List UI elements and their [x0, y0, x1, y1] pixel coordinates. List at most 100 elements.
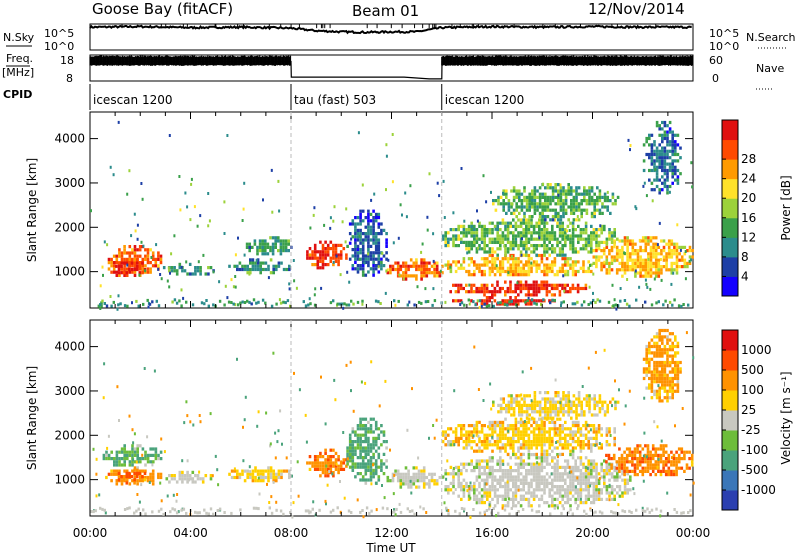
heatmap-cell: [608, 252, 611, 256]
heatmap-cell: [556, 465, 559, 469]
heatmap-cell: [546, 416, 550, 420]
heatmap-cell: [246, 475, 249, 480]
heatmap-cell: [359, 472, 362, 476]
heatmap-cell: [530, 446, 533, 450]
heatmap-cell: [535, 269, 538, 274]
heatmap-cell: [372, 238, 375, 242]
heatmap-cell: [686, 265, 689, 269]
heatmap-cell: [579, 286, 582, 291]
heatmap-cell: [571, 221, 575, 225]
heatmap-cell: [613, 443, 616, 447]
heatmap-cell: [138, 471, 142, 475]
heatmap-cell: [417, 469, 421, 473]
heatmap-cell: [519, 420, 523, 424]
heatmap-cell: [549, 195, 552, 199]
heatmap-cell: [575, 192, 578, 196]
heatmap-cell: [467, 462, 471, 466]
heatmap-cell: [460, 488, 463, 492]
heatmap-cell: [527, 456, 531, 460]
heatmap-cell: [506, 494, 510, 498]
heatmap-cell: [668, 165, 672, 169]
heatmap-cell: [344, 240, 347, 244]
heatmap-cell: [196, 266, 200, 270]
heatmap-cell: [514, 440, 518, 444]
heatmap-cell: [567, 189, 570, 193]
heatmap-cell: [457, 440, 460, 444]
heatmap-cell: [488, 459, 492, 463]
heatmap-cell: [364, 481, 368, 485]
heatmap-cell: [551, 186, 555, 190]
heatmap-cell: [467, 273, 471, 277]
heatmap-cell: [470, 459, 473, 463]
heatmap-cell: [385, 143, 388, 147]
heatmap-cell: [399, 274, 403, 278]
heatmap-cell: [367, 449, 370, 453]
heatmap-cell: [452, 283, 455, 287]
heatmap-cell: [558, 488, 562, 492]
heatmap-cell: [536, 189, 539, 193]
heatmap-cell: [196, 477, 200, 481]
heatmap-cell: [582, 247, 585, 251]
heatmap-cell: [499, 244, 502, 248]
heatmap-cell: [251, 264, 255, 268]
heatmap-cell: [460, 472, 463, 476]
heatmap-cell: [570, 199, 573, 203]
heatmap-cell: [587, 485, 590, 489]
heatmap-cell: [666, 168, 669, 173]
heatmap-cell: [501, 433, 505, 437]
heatmap-cell: [533, 205, 537, 209]
heatmap-cell: [356, 267, 360, 271]
heatmap-cell: [361, 244, 365, 248]
heatmap-cell: [329, 471, 333, 475]
heatmap-cell: [488, 269, 492, 274]
heatmap-cell: [574, 420, 577, 424]
heatmap-cell: [628, 258, 632, 262]
heatmap-cell: [527, 436, 531, 440]
heatmap-cell: [475, 234, 479, 238]
heatmap-cell: [488, 240, 492, 244]
heatmap-cell: [462, 234, 466, 238]
heatmap-cell: [677, 304, 681, 308]
heatmap-cell: [561, 234, 564, 238]
heatmap-cell: [522, 263, 525, 267]
heatmap-cell: [404, 482, 408, 486]
heatmap-cell: [595, 231, 598, 235]
heatmap-cell: [413, 303, 416, 307]
noise-left-tick-bottom: 10^0: [44, 40, 74, 53]
heatmap-cell: [359, 417, 362, 421]
heatmap-cell: [532, 228, 536, 232]
heatmap-cell: [97, 304, 101, 308]
heatmap-cell: [639, 255, 642, 259]
heatmap-cell: [435, 264, 439, 268]
heatmap-cell: [307, 303, 310, 307]
heatmap-cell: [173, 234, 176, 238]
heatmap-cell: [313, 206, 316, 210]
heatmap-cell: [543, 459, 546, 463]
heatmap-cell: [621, 255, 624, 259]
heatmap-cell: [386, 271, 390, 275]
heatmap-cell: [582, 472, 585, 476]
heatmap-cell: [128, 254, 132, 258]
heatmap-cell: [556, 462, 559, 466]
heatmap-cell: [444, 430, 447, 434]
heatmap-cell: [584, 488, 588, 492]
heatmap-cell: [512, 224, 515, 228]
heatmap-cell: [356, 472, 360, 476]
heatmap-cell: [522, 231, 525, 235]
heatmap-cell: [444, 472, 447, 476]
heatmap-cell: [420, 475, 423, 480]
heatmap-cell: [430, 472, 434, 476]
heatmap-cell: [551, 465, 554, 469]
heatmap-cell: [374, 232, 378, 236]
heatmap-cell: [538, 244, 541, 248]
heatmap-cell: [326, 253, 330, 257]
heatmap-cell: [264, 252, 267, 256]
heatmap-cell: [321, 461, 325, 465]
heatmap-cell: [369, 225, 373, 229]
heatmap-cell: [467, 247, 471, 251]
heatmap-cell: [553, 485, 557, 489]
heatmap-cell: [661, 181, 664, 185]
heatmap-cell: [514, 266, 518, 270]
heatmap-cell: [324, 247, 327, 251]
heatmap-cell: [506, 273, 510, 277]
